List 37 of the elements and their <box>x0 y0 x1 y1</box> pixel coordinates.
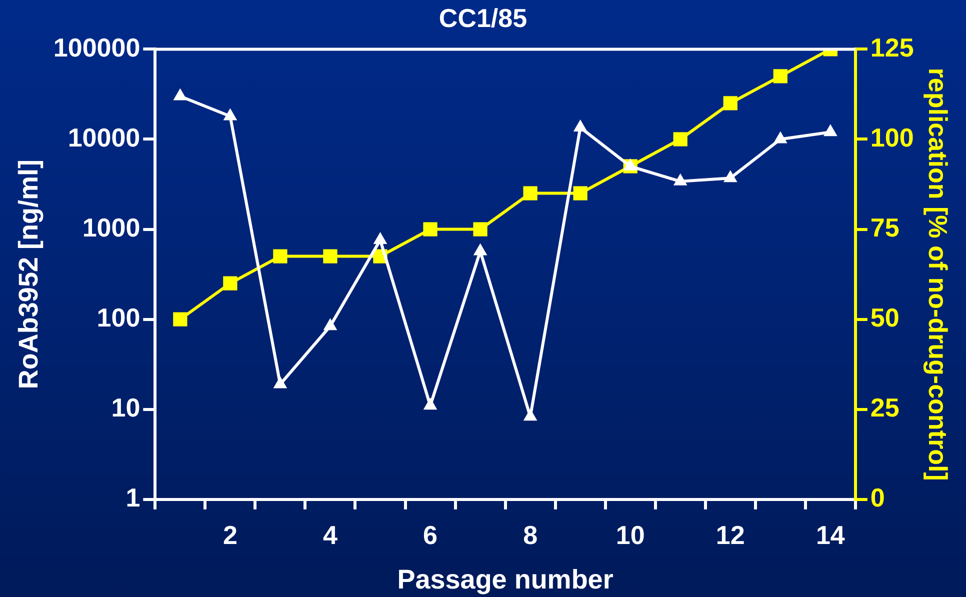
y2-axis-title: replication [% of no-drug-control] <box>923 68 954 481</box>
x-axis-title: Passage number <box>397 564 614 594</box>
x-tick-label: 6 <box>423 520 438 550</box>
y-tick-label: 10000 <box>68 122 140 152</box>
point <box>773 131 788 144</box>
point <box>823 124 838 136</box>
point <box>323 318 338 330</box>
y-tick-label: 100000 <box>53 32 140 62</box>
x-tick-label: 2 <box>222 520 238 550</box>
y2-tick-label: 75 <box>870 212 900 242</box>
point <box>373 232 388 244</box>
point <box>573 120 588 132</box>
x-tick-label: 12 <box>716 520 745 550</box>
point <box>623 158 638 170</box>
y-tick-label: 1 <box>126 482 140 513</box>
point <box>273 376 288 388</box>
point <box>173 88 188 100</box>
x-tick-label: 4 <box>322 520 338 550</box>
point <box>473 243 488 256</box>
y-axis-title: RoAb3952 [ng/ml] <box>14 160 44 390</box>
y2-tick-label: 125 <box>870 32 914 62</box>
chart-title: CC1/85 <box>438 2 528 33</box>
point <box>523 408 538 421</box>
point <box>423 398 438 410</box>
y-tick-label: 10 <box>111 392 140 423</box>
y-tick-label: 100 <box>96 302 140 332</box>
x-tick-label: 10 <box>616 520 645 550</box>
y2-tick-label: 100 <box>870 122 914 152</box>
y2-tick-label: 0 <box>870 482 885 513</box>
y-tick-label: 1000 <box>82 212 140 242</box>
point <box>223 108 238 120</box>
point <box>673 173 688 186</box>
y2-tick-label: 50 <box>870 302 900 332</box>
y2-tick-label: 25 <box>870 392 900 423</box>
x-tick-label: 14 <box>816 520 846 550</box>
point <box>723 170 738 182</box>
x-tick-label: 8 <box>523 520 538 550</box>
